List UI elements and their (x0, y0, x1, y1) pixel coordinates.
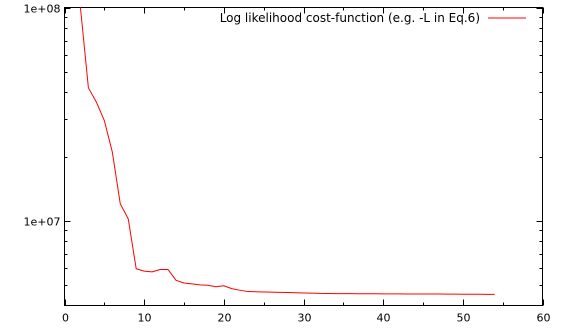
x-tick-label: 60 (537, 312, 551, 325)
legend: Log likelihood cost-function (e.g. -L in… (220, 11, 526, 25)
y-tick-label: 1e+07 (24, 216, 61, 229)
ticks-layer: 0 10 20 30 40 50 60 1e+07 1e+08 (24, 3, 551, 325)
x-tick-label: 10 (138, 312, 152, 325)
series-layer (79, 7, 495, 295)
x-tick-label: 50 (457, 312, 471, 325)
series-line (79, 7, 495, 295)
plot-frame (64, 7, 543, 306)
x-tick-label: 40 (377, 312, 391, 325)
x-tick-label: 0 (62, 312, 69, 325)
x-tick-label: 20 (218, 312, 232, 325)
x-tick-label: 30 (298, 312, 312, 325)
y-tick-label: 1e+08 (24, 3, 61, 16)
legend-label: Log likelihood cost-function (e.g. -L in… (220, 11, 480, 25)
